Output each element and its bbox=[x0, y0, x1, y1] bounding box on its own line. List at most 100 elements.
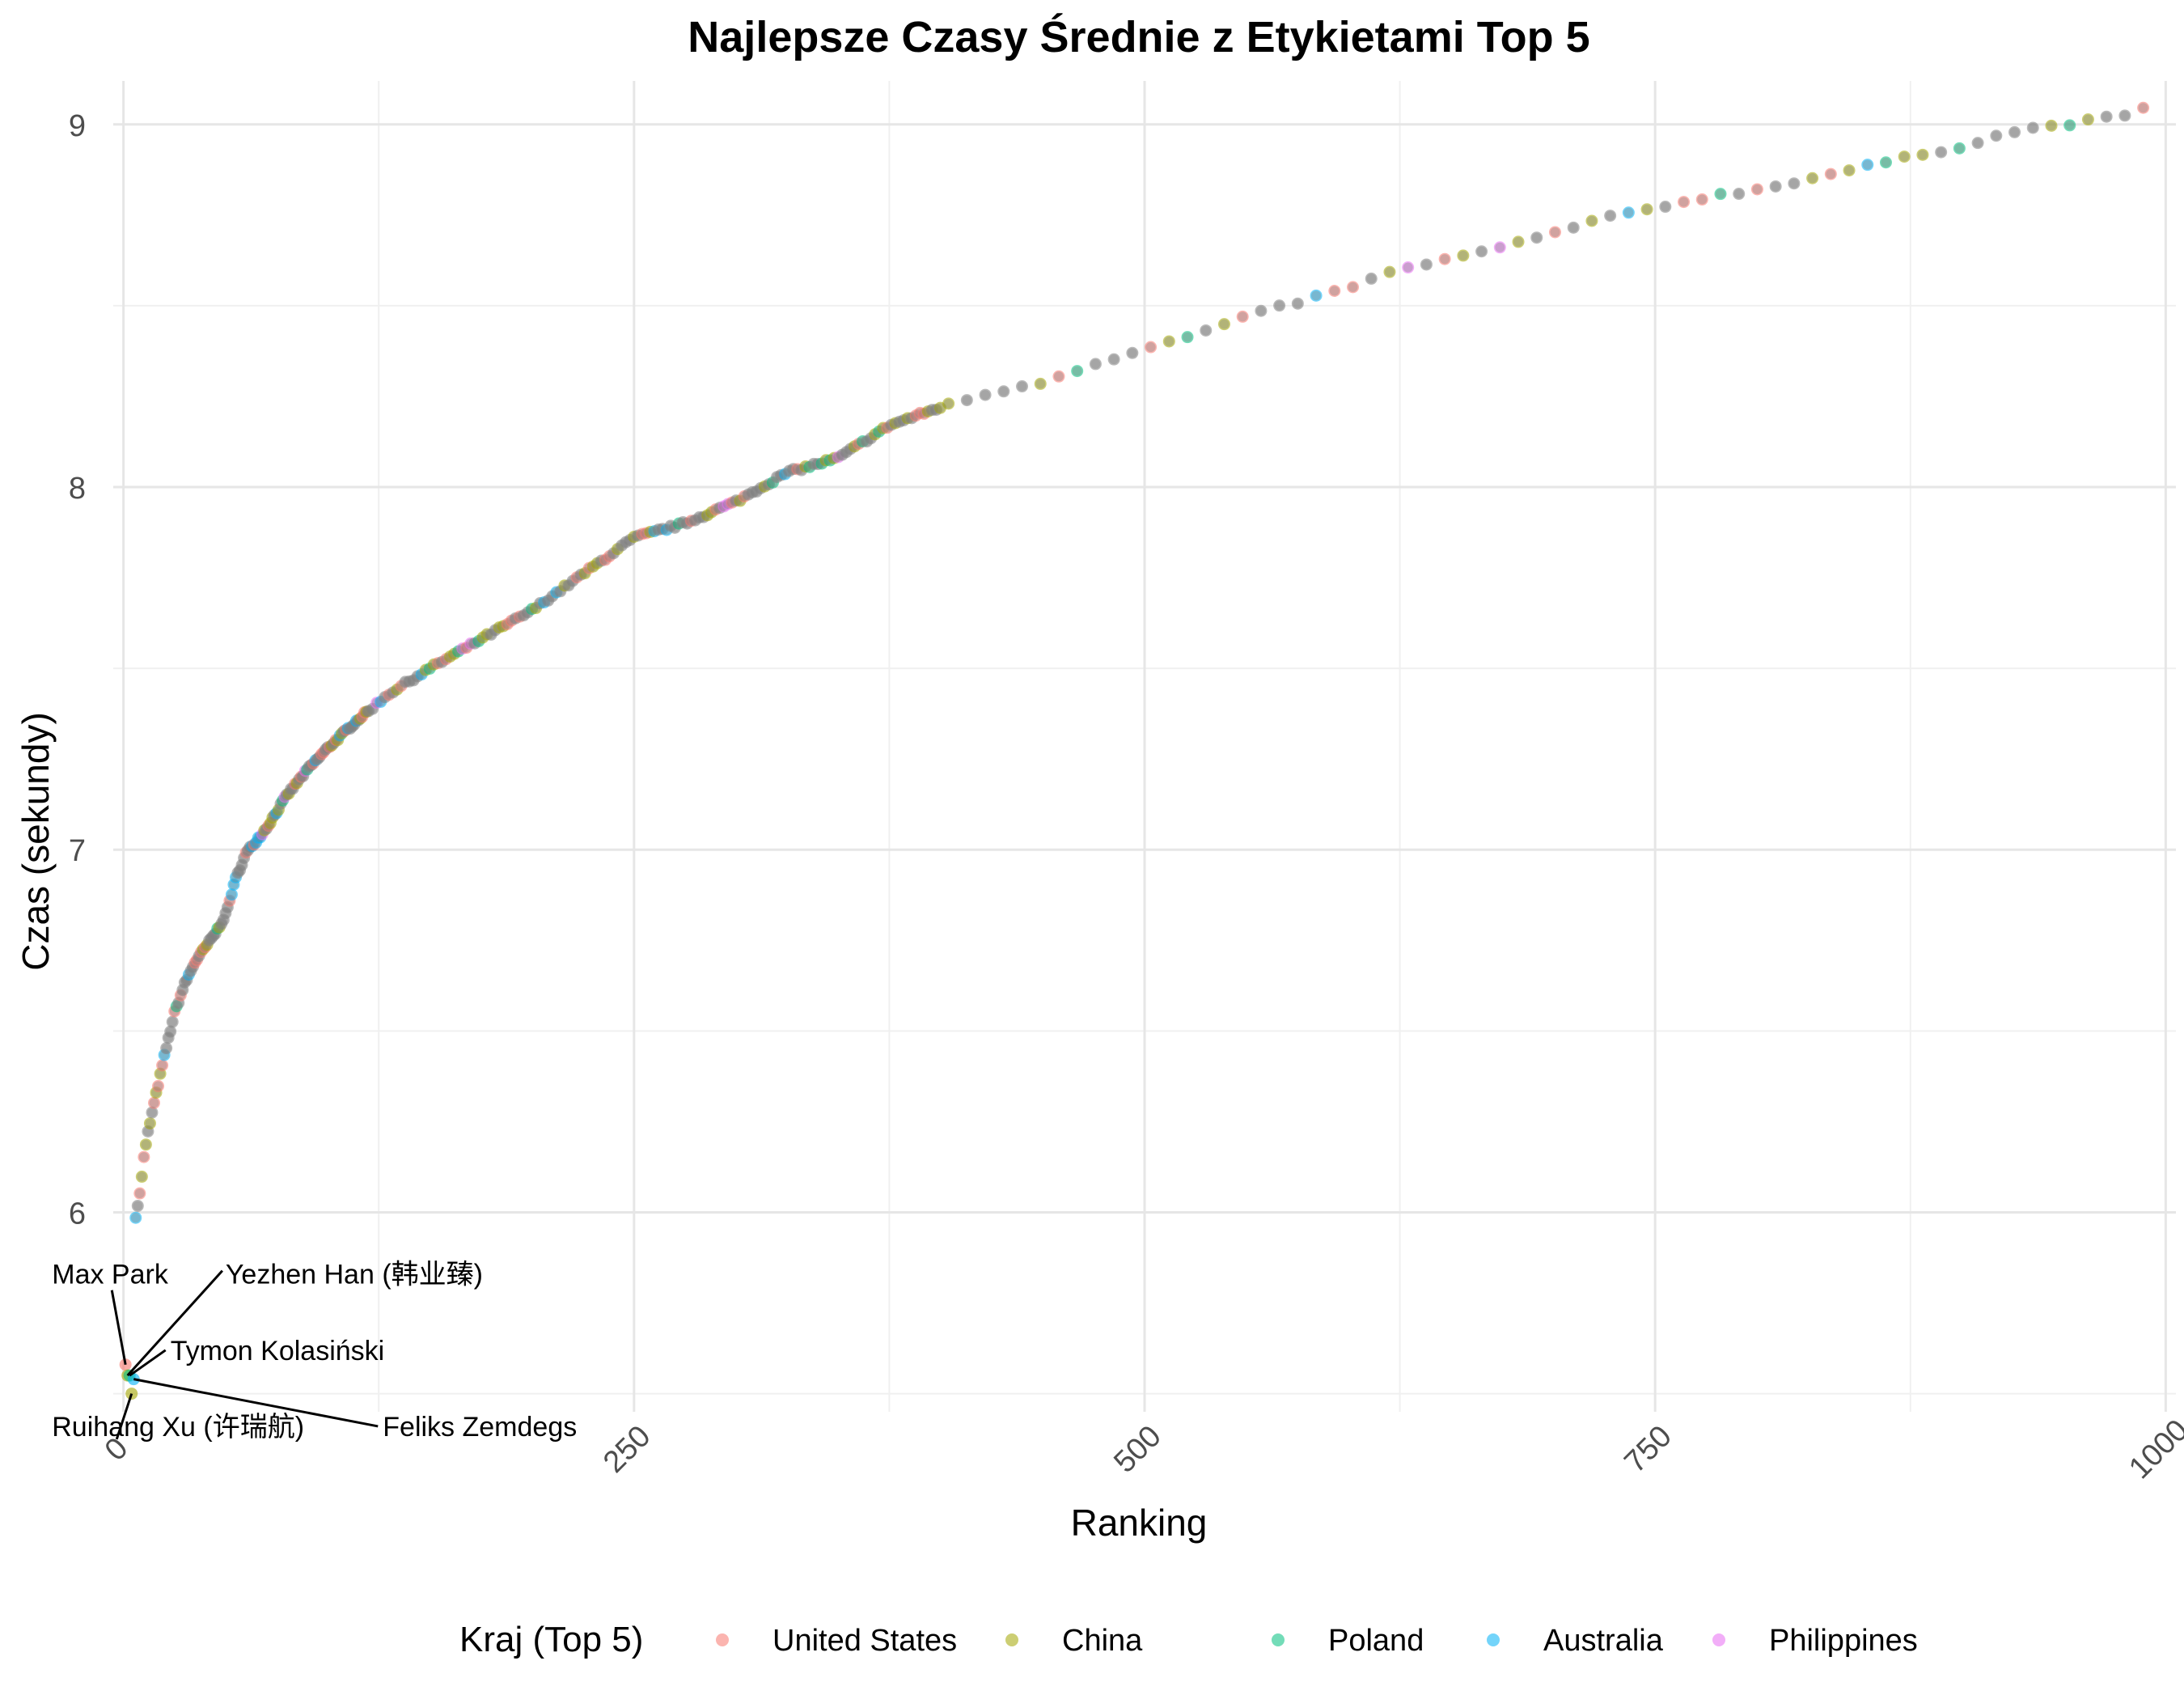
data-point bbox=[1126, 346, 1139, 359]
legend-key bbox=[1005, 1633, 1018, 1646]
data-point bbox=[2081, 113, 2094, 126]
data-point-shade bbox=[153, 1081, 163, 1091]
data-point bbox=[2063, 119, 2076, 132]
data-point-shade bbox=[2046, 121, 2056, 131]
data-point-shade bbox=[149, 1098, 159, 1108]
data-point bbox=[1365, 272, 1378, 285]
data-point bbox=[1898, 150, 1911, 163]
data-point-shade bbox=[1017, 381, 1027, 392]
data-point-shade bbox=[1329, 286, 1340, 296]
data-point bbox=[160, 1042, 173, 1055]
y-axis-ticks: 6 7 8 9 bbox=[69, 109, 86, 1231]
data-point bbox=[1971, 137, 1984, 150]
data-point-shade bbox=[1183, 332, 1193, 342]
legend-title: Kraj (Top 5) bbox=[459, 1620, 643, 1659]
data-point-shade bbox=[167, 1017, 178, 1027]
data-point bbox=[1255, 304, 1268, 317]
data-point-shade bbox=[1733, 189, 1744, 199]
data-point bbox=[135, 1170, 148, 1183]
data-point bbox=[942, 397, 955, 410]
data-point-shade bbox=[157, 1060, 167, 1070]
data-point-shade bbox=[1255, 306, 1266, 316]
data-point bbox=[131, 1199, 144, 1212]
data-point-shade bbox=[1550, 227, 1560, 237]
data-point bbox=[1659, 201, 1672, 214]
data-point bbox=[1181, 331, 1194, 344]
data-point-shade bbox=[2101, 112, 2112, 122]
data-point bbox=[166, 1015, 179, 1028]
data-point bbox=[152, 1079, 165, 1092]
data-point-shade bbox=[1513, 236, 1524, 247]
legend-key bbox=[1712, 1633, 1725, 1646]
data-point bbox=[1806, 172, 1819, 184]
data-point-shade bbox=[1274, 300, 1285, 311]
y-tick-label: 7 bbox=[69, 834, 86, 868]
data-point bbox=[147, 1096, 160, 1109]
data-point-shade bbox=[1145, 342, 1156, 353]
y-tick-label: 6 bbox=[69, 1197, 86, 1231]
data-point bbox=[1217, 318, 1230, 331]
data-point bbox=[1567, 221, 1580, 234]
data-point-shade bbox=[1660, 201, 1670, 212]
data-point-shade bbox=[2119, 110, 2130, 121]
data-point bbox=[2008, 125, 2021, 138]
data-point bbox=[1162, 335, 1175, 348]
data-point bbox=[2045, 119, 2058, 132]
label-leader-line bbox=[126, 1269, 223, 1377]
x-tick-label: 250 bbox=[597, 1419, 658, 1480]
data-point-shade bbox=[1991, 130, 2001, 141]
data-point bbox=[1585, 214, 1598, 227]
y-axis-label: Czas (sekundy) bbox=[15, 712, 57, 971]
data-point-shade bbox=[1311, 290, 1322, 301]
data-point-shade bbox=[1293, 299, 1303, 309]
data-point-shade bbox=[226, 889, 237, 900]
data-point bbox=[164, 1025, 177, 1038]
data-point bbox=[1788, 177, 1801, 190]
data-point bbox=[1953, 142, 1966, 155]
data-point-shade bbox=[962, 395, 972, 405]
data-point-shade bbox=[138, 1152, 149, 1163]
data-point bbox=[1935, 146, 1948, 159]
data-point-shade bbox=[1826, 169, 1836, 180]
data-point-shade bbox=[980, 390, 991, 400]
data-point bbox=[2137, 101, 2150, 114]
data-point-shade bbox=[1642, 204, 1653, 214]
data-point bbox=[1347, 281, 1360, 294]
top5-label: Max Park bbox=[52, 1260, 169, 1290]
data-point bbox=[1089, 358, 1102, 371]
data-point-shade bbox=[1881, 157, 1891, 167]
data-point-shade bbox=[2064, 120, 2075, 130]
data-point-shade bbox=[1936, 147, 1946, 158]
label-leader-lines bbox=[110, 1269, 379, 1440]
data-point bbox=[1107, 353, 1120, 366]
data-point bbox=[2100, 110, 2113, 123]
data-point bbox=[1016, 380, 1029, 393]
data-point-shade bbox=[1752, 184, 1763, 194]
data-point bbox=[156, 1059, 169, 1072]
data-point-shade bbox=[1531, 232, 1542, 243]
data-point bbox=[1200, 324, 1213, 337]
data-point bbox=[1273, 299, 1286, 312]
legend-key bbox=[1272, 1633, 1285, 1646]
data-point bbox=[1145, 341, 1158, 354]
data-point-shade bbox=[1458, 250, 1468, 261]
data-point bbox=[960, 394, 973, 407]
data-point bbox=[1678, 196, 1691, 209]
data-point bbox=[1750, 183, 1763, 196]
data-point bbox=[1861, 159, 1874, 172]
data-point-shade bbox=[1164, 336, 1175, 346]
data-point bbox=[1530, 231, 1543, 244]
data-point-shade bbox=[141, 1139, 151, 1150]
data-point-shade bbox=[1788, 178, 1799, 189]
data-point bbox=[1034, 377, 1047, 390]
data-point-shade bbox=[1715, 189, 1725, 199]
data-point-shade bbox=[1127, 348, 1137, 358]
data-point-shade bbox=[1697, 194, 1708, 205]
data-point-shade bbox=[1476, 246, 1487, 256]
data-point bbox=[1512, 235, 1525, 248]
x-axis-label: Ranking bbox=[1071, 1502, 1208, 1544]
label-leader-line bbox=[133, 1378, 379, 1428]
data-point bbox=[1640, 203, 1653, 216]
data-point bbox=[1733, 188, 1746, 201]
